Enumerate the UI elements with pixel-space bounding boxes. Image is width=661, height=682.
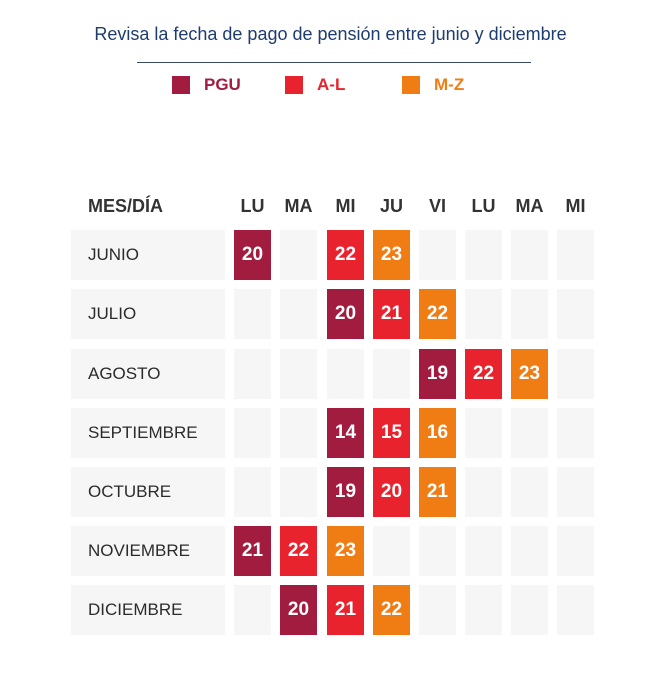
empty-day-cell [280, 349, 317, 399]
payment-date-pgu: 19 [327, 467, 364, 517]
month-cell: AGOSTO [71, 349, 225, 399]
month-cell: SEPTIEMBRE [71, 408, 225, 458]
empty-day-cell [280, 467, 317, 517]
payment-date-mz: 16 [419, 408, 456, 458]
empty-day-cell [557, 408, 594, 458]
header-day: MI [565, 196, 586, 216]
header-day: LU [240, 196, 265, 216]
legend-item-pgu: PGU [172, 75, 241, 95]
empty-day-cell [465, 408, 502, 458]
empty-day-cell [419, 230, 456, 280]
empty-day-cell [280, 230, 317, 280]
empty-day-cell [234, 585, 271, 635]
empty-day-cell [373, 349, 410, 399]
header-day: VI [428, 196, 446, 216]
month-cell: NOVIEMBRE [71, 526, 225, 576]
empty-day-cell [557, 585, 594, 635]
month-label: NOVIEMBRE [88, 541, 191, 560]
empty-day-cell [280, 408, 317, 458]
payment-date-pgu: 20 [234, 230, 271, 280]
empty-day-cell [511, 585, 548, 635]
legend-swatch [172, 76, 190, 94]
empty-day-cell [557, 467, 594, 517]
empty-day-cell [511, 230, 548, 280]
legend-label: M-Z [434, 75, 465, 94]
payment-date-pgu: 19 [419, 349, 456, 399]
subtitle: Revisa la fecha de pago de pensión entre… [94, 24, 567, 44]
month-label: JULIO [88, 304, 137, 323]
month-cell: OCTUBRE [71, 467, 225, 517]
header-day: JU [379, 196, 403, 216]
legend-item-mz: M-Z [402, 75, 464, 95]
payment-date-mz: 21 [419, 467, 456, 517]
payment-date-pgu: 14 [327, 408, 364, 458]
empty-day-cell [557, 230, 594, 280]
month-label: OCTUBRE [88, 482, 172, 501]
empty-day-cell [557, 526, 594, 576]
empty-day-cell [327, 349, 364, 399]
empty-day-cell [234, 467, 271, 517]
empty-day-cell [465, 585, 502, 635]
month-label: DICIEMBRE [88, 600, 183, 619]
payment-date-pgu: 20 [327, 289, 364, 339]
empty-day-cell [511, 289, 548, 339]
month-label: AGOSTO [88, 364, 161, 383]
payment-date-mz: 22 [373, 585, 410, 635]
empty-day-cell [511, 408, 548, 458]
month-cell: JUNIO [71, 230, 225, 280]
legend-label: PGU [204, 75, 241, 94]
payment-date-mz: 23 [327, 526, 364, 576]
empty-day-cell [234, 408, 271, 458]
payment-date-al: 21 [327, 585, 364, 635]
legend-swatch [402, 76, 420, 94]
payment-date-pgu: 20 [280, 585, 317, 635]
payment-date-mz: 23 [373, 230, 410, 280]
payment-date-mz: 22 [419, 289, 456, 339]
empty-day-cell [511, 467, 548, 517]
payment-date-al: 15 [373, 408, 410, 458]
empty-day-cell [419, 585, 456, 635]
payment-date-al: 22 [280, 526, 317, 576]
header-month-day: MES/DÍA [88, 196, 164, 216]
month-label: SEPTIEMBRE [88, 423, 198, 442]
empty-day-cell [511, 526, 548, 576]
legend-item-al: A-L [285, 75, 345, 95]
month-cell: DICIEMBRE [71, 585, 225, 635]
empty-day-cell [419, 526, 456, 576]
empty-day-cell [465, 230, 502, 280]
header-day: MI [335, 196, 356, 216]
payment-date-al: 21 [373, 289, 410, 339]
legend-swatch [285, 76, 303, 94]
payment-date-al: 20 [373, 467, 410, 517]
empty-day-cell [234, 289, 271, 339]
payment-date-mz: 23 [511, 349, 548, 399]
payment-date-al: 22 [327, 230, 364, 280]
empty-day-cell [557, 289, 594, 339]
empty-day-cell [557, 349, 594, 399]
payment-date-al: 22 [465, 349, 502, 399]
month-cell: JULIO [71, 289, 225, 339]
header-day: LU [471, 196, 496, 216]
empty-day-cell [373, 526, 410, 576]
header-day: MA [284, 196, 313, 216]
divider [137, 62, 531, 63]
header-day: MA [515, 196, 544, 216]
legend-label: A-L [317, 75, 346, 94]
empty-day-cell [465, 467, 502, 517]
empty-day-cell [465, 526, 502, 576]
payment-date-pgu: 21 [234, 526, 271, 576]
legend: PGU A-L M-Z [0, 75, 661, 99]
month-label: JUNIO [88, 245, 139, 264]
empty-day-cell [465, 289, 502, 339]
empty-day-cell [280, 289, 317, 339]
empty-day-cell [234, 349, 271, 399]
